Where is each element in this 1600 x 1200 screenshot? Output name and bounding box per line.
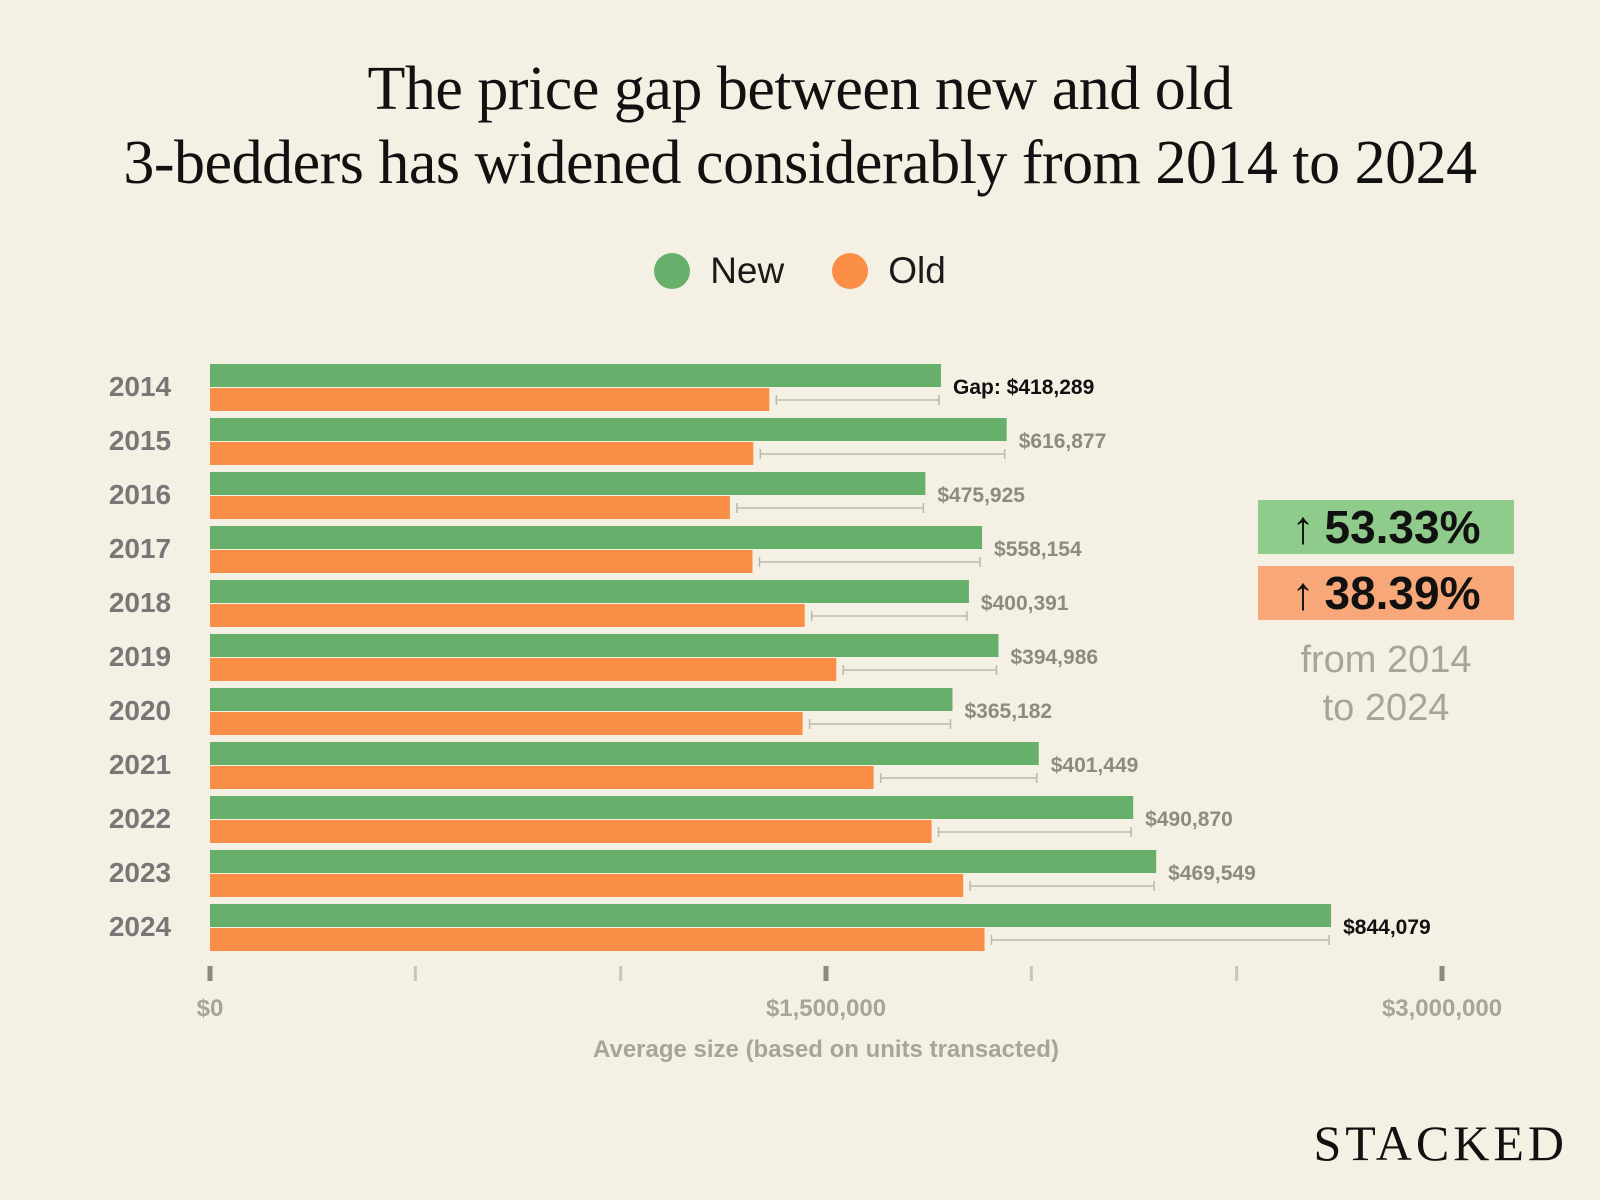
bar-old xyxy=(210,604,805,627)
legend-item-new: New xyxy=(654,250,784,292)
gap-label: Gap: $418,289 xyxy=(953,376,1094,399)
up-arrow-icon: ↑ xyxy=(1291,501,1315,553)
bar-old xyxy=(210,766,874,789)
y-tick-label: 2014 xyxy=(109,371,172,402)
bar-old xyxy=(210,550,753,573)
legend-label-old: Old xyxy=(888,250,946,291)
bar-old xyxy=(210,442,754,465)
x-tick-label: $3,000,000 xyxy=(1382,995,1502,1022)
bar-new xyxy=(210,418,1007,441)
gap-label: $469,549 xyxy=(1168,862,1256,885)
bar-old xyxy=(210,496,730,519)
y-tick-label: 2015 xyxy=(109,425,171,456)
chart-title: The price gap between new and old 3-bedd… xyxy=(0,52,1600,200)
bar-new xyxy=(210,364,941,387)
period-note-line-2: to 2024 xyxy=(1322,687,1450,729)
y-tick-label: 2017 xyxy=(109,533,171,564)
y-tick-label: 2016 xyxy=(109,479,171,510)
legend-swatch-old xyxy=(832,253,869,289)
x-tick-label: $1,500,000 xyxy=(766,995,886,1022)
title-line-1: The price gap between new and old xyxy=(367,55,1233,123)
y-tick-label: 2019 xyxy=(109,641,171,672)
bar-old xyxy=(210,658,837,681)
gap-label: $401,449 xyxy=(1051,754,1139,777)
gap-label: $400,391 xyxy=(981,592,1069,615)
y-tick-label: 2020 xyxy=(109,695,171,726)
y-tick-label: 2022 xyxy=(109,803,171,834)
new-change-value: 53.33% xyxy=(1324,501,1481,553)
bar-new xyxy=(210,796,1134,819)
bar-old xyxy=(210,874,964,897)
bar-new xyxy=(210,742,1039,765)
bar-new xyxy=(210,580,969,603)
legend-item-old: Old xyxy=(832,250,946,292)
bar-old xyxy=(210,388,770,411)
y-tick-label: 2018 xyxy=(109,587,171,618)
legend: New Old xyxy=(0,250,1600,292)
bar-old xyxy=(210,820,932,843)
y-tick-label: 2023 xyxy=(109,857,171,888)
y-tick-label: 2024 xyxy=(109,911,172,942)
y-tick-label: 2021 xyxy=(109,749,171,780)
title-line-2: 3-bedders has widened considerably from … xyxy=(123,129,1477,197)
brand-logo: STACKED xyxy=(1313,1115,1568,1171)
legend-label-new: New xyxy=(710,250,785,291)
bar-new xyxy=(210,850,1157,873)
old-change-value: 38.39% xyxy=(1324,567,1481,619)
bar-new xyxy=(210,526,983,549)
gap-label: $558,154 xyxy=(994,538,1082,561)
period-note: from 2014 to 2024 xyxy=(1258,636,1514,732)
bar-old xyxy=(210,712,803,735)
bar-old xyxy=(210,928,985,951)
bar-new xyxy=(210,472,926,495)
x-tick-label: $0 xyxy=(197,995,224,1022)
legend-swatch-new xyxy=(654,253,691,289)
gap-label: $365,182 xyxy=(964,700,1052,723)
bar-new xyxy=(210,904,1332,927)
gap-label: $616,877 xyxy=(1019,430,1107,453)
old-change-badge: ↑ 38.39% xyxy=(1258,566,1514,620)
gap-label: $844,079 xyxy=(1343,916,1431,939)
bar-new xyxy=(210,688,953,711)
up-arrow-icon: ↑ xyxy=(1291,567,1315,619)
gap-label: $490,870 xyxy=(1145,808,1233,831)
period-note-line-1: from 2014 xyxy=(1300,639,1472,681)
bar-new xyxy=(210,634,999,657)
new-change-badge: ↑ 53.33% xyxy=(1258,500,1514,554)
x-axis-label: Average size (based on units transacted) xyxy=(593,1036,1059,1063)
gap-label: $475,925 xyxy=(937,484,1025,507)
gap-label: $394,986 xyxy=(1010,646,1098,669)
